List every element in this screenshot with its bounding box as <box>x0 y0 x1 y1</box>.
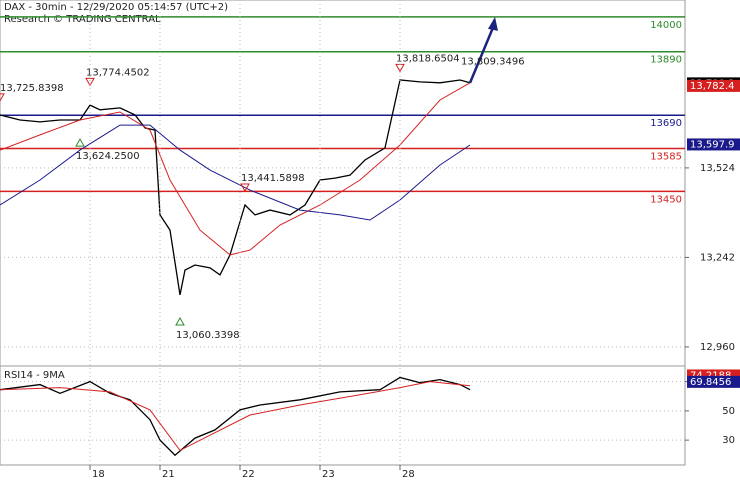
y-tick-label: 12,960 <box>700 342 735 353</box>
plot-frame <box>0 0 686 466</box>
y-tick-label: 13,524 <box>700 163 735 174</box>
low-marker <box>175 317 185 326</box>
high-marker <box>240 183 250 193</box>
level-label: 13450 <box>650 194 682 205</box>
series-line <box>0 82 471 256</box>
series-line <box>0 381 471 452</box>
series-line <box>0 124 471 221</box>
title: DAX - 30min - 12/29/2020 05:14:57 (UTC+2… <box>4 2 228 13</box>
rsi-title: RSI14 - 9MA <box>4 370 65 381</box>
annotation-label: 13,774.4502 <box>86 67 150 78</box>
high-marker <box>0 93 5 102</box>
annotation-label: 13,060.3398 <box>176 330 240 341</box>
x-tick-label: 23 <box>322 469 335 480</box>
price-tag-label: 69.8456 <box>690 377 731 388</box>
annotation-label: 13,441.5898 <box>241 173 305 184</box>
annotation-label: 13,818.6504 <box>396 53 460 64</box>
price-tag-label: 13,782.4 <box>690 81 735 92</box>
level-label: 13585 <box>650 152 682 163</box>
level-label: 14000 <box>650 20 682 31</box>
arrow-head <box>488 16 498 31</box>
annotation-label: 13,809.3496 <box>461 56 525 67</box>
low-marker <box>75 138 85 147</box>
x-tick-label: 18 <box>92 469 105 480</box>
annotation-label: 13,725.8398 <box>0 83 64 94</box>
price-tag-label: 13,597.9 <box>690 139 735 150</box>
y-tick-label: 30 <box>722 435 735 446</box>
y-tick-label: 13,242 <box>700 252 735 263</box>
x-tick-label: 21 <box>162 469 175 480</box>
level-label: 13690 <box>650 118 682 129</box>
forecast-arrow <box>468 22 497 84</box>
annotation-label: 13,624.2500 <box>76 151 140 162</box>
x-tick-label: 28 <box>402 469 415 480</box>
price-tag <box>687 138 740 151</box>
series-line <box>0 79 471 296</box>
level-label: 13890 <box>650 55 682 66</box>
y-tick-label: 50 <box>722 406 735 417</box>
price-tag <box>687 79 740 92</box>
subtitle: Research © TRADING CENTRAL <box>4 14 161 25</box>
price-tag <box>687 375 740 388</box>
x-tick-label: 22 <box>242 469 255 480</box>
high-marker <box>85 77 95 87</box>
series-line <box>0 376 471 457</box>
